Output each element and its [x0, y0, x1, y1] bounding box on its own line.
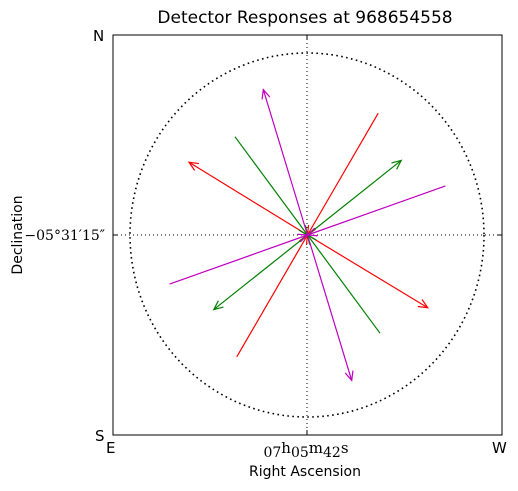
chart-title: Detector Responses at 968654558: [157, 8, 452, 28]
y-tick-label: −05°31′15″: [24, 228, 105, 244]
vector-line: [307, 234, 381, 334]
y-axis-label: Declination: [10, 195, 26, 274]
unit-circle: [129, 52, 485, 418]
vector-group: [169, 88, 446, 382]
vector-line: [169, 234, 308, 285]
vector-line: [306, 112, 379, 236]
vector-line: [188, 161, 308, 236]
corner-label-south: S: [95, 427, 105, 445]
arrow-head: [391, 159, 403, 170]
vector-line: [306, 234, 353, 381]
corner-label-west: W: [492, 439, 507, 457]
x-tick-hours: 07: [263, 445, 281, 461]
vector-line: [262, 89, 309, 236]
x-tick-seconds: 42: [323, 445, 341, 461]
corner-label-north: N: [93, 27, 104, 45]
x-axis-label: Right Ascension: [249, 464, 361, 480]
vector-line: [307, 159, 402, 236]
corner-label-east: E: [106, 439, 115, 457]
arrow-head: [297, 233, 309, 243]
arrow-head: [344, 370, 354, 382]
arrow-head: [187, 161, 200, 171]
arrow-head: [261, 88, 271, 100]
arrow-head: [417, 299, 429, 309]
arrow-head: [212, 300, 224, 311]
vector-line: [307, 185, 446, 236]
vector-line: [213, 234, 308, 311]
vector-line: [307, 234, 429, 309]
x-tick-label: 07h05m42s: [263, 439, 348, 461]
x-tick-minutes: 05: [291, 445, 309, 461]
vector-line: [234, 136, 308, 236]
vector-line: [236, 234, 309, 358]
